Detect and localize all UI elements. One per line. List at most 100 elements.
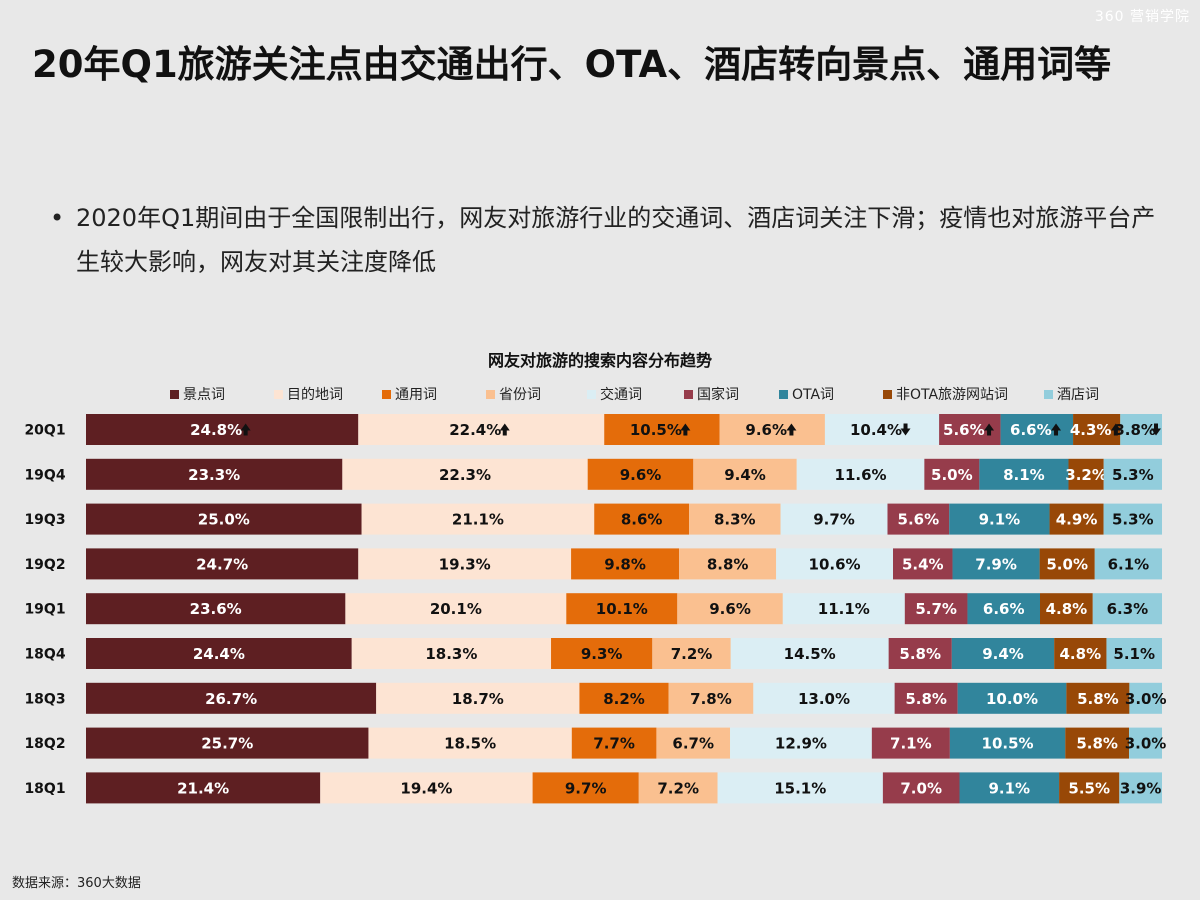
bar-segment (1039, 548, 1095, 580)
legend-item: 景点词 (170, 384, 225, 404)
bar-segment (1068, 458, 1104, 490)
legend-item: 国家词 (684, 384, 739, 404)
data-label: 11.1% (818, 600, 870, 618)
data-label: 3.0% (1125, 690, 1167, 708)
data-label: 5.8% (899, 645, 941, 663)
legend-label: 非OTA旅游网站词 (896, 387, 1009, 403)
data-label: 7.8% (690, 690, 732, 708)
data-label: 4.3% (1070, 421, 1112, 439)
data-label: 18.3% (425, 645, 477, 663)
legend-swatch (684, 389, 693, 399)
bar-segment (957, 682, 1067, 714)
bar-segment (1040, 593, 1093, 625)
bar-segment (1129, 682, 1162, 714)
data-label: 21.1% (452, 511, 504, 529)
data-label: 10.1% (596, 600, 648, 618)
bar-segment (1049, 503, 1104, 535)
data-label: 9.8% (604, 555, 646, 573)
trend-up-icon (240, 423, 251, 436)
bar-segment (959, 772, 1060, 804)
trend-up-icon (680, 423, 691, 436)
bar-segment (86, 772, 321, 804)
data-label: 8.6% (621, 511, 663, 529)
bar-segment (1119, 772, 1162, 804)
data-label: 6.1% (1108, 555, 1150, 573)
category-label: 18Q4 (24, 647, 65, 663)
bar-segment (571, 727, 657, 759)
data-label: 8.3% (714, 511, 756, 529)
trend-up-icon (1051, 423, 1062, 436)
data-source: 数据来源：360大数据 (12, 876, 141, 891)
data-label: 9.4% (982, 645, 1024, 663)
legend-item: 目的地词 (274, 384, 343, 404)
data-label: 5.6% (898, 511, 940, 529)
bar-segment (871, 727, 950, 759)
bar-segment (358, 548, 572, 580)
data-label: 7.9% (975, 555, 1017, 573)
data-label: 8.8% (707, 555, 749, 573)
bar-segment (904, 593, 968, 625)
bar-segment (571, 548, 680, 580)
data-label: 9.6% (745, 421, 787, 439)
bar-segment (86, 593, 346, 625)
legend-swatch (883, 389, 892, 399)
data-label: 3.0% (1125, 735, 1167, 753)
data-label: 19.4% (400, 779, 452, 797)
data-label: 13.0% (798, 690, 850, 708)
bar-segment (587, 458, 694, 490)
category-label: 19Q4 (24, 467, 65, 483)
data-label: 20.1% (430, 600, 482, 618)
bar-segment (887, 503, 950, 535)
data-label: 6.6% (1010, 421, 1052, 439)
category-label: 19Q1 (24, 602, 65, 618)
data-label: 8.1% (1003, 466, 1045, 484)
category-label: 18Q1 (24, 781, 65, 797)
data-label: 10.6% (809, 555, 861, 573)
data-label: 11.6% (835, 466, 887, 484)
bar-segment (796, 458, 925, 490)
data-label: 24.7% (196, 555, 248, 573)
bar-segment (579, 682, 669, 714)
bar-segment (689, 503, 781, 535)
bullet-dot: • (50, 204, 65, 232)
bar-segment (86, 503, 362, 535)
bar-segment (532, 772, 639, 804)
data-label: 23.3% (188, 466, 240, 484)
bar-segment (1103, 458, 1162, 490)
data-label: 3.9% (1120, 779, 1162, 797)
data-label: 9.4% (724, 466, 766, 484)
data-label: 5.8% (1077, 690, 1119, 708)
data-label: 5.6% (943, 421, 985, 439)
data-label: 5.0% (1046, 555, 1088, 573)
bar-segment (780, 503, 888, 535)
data-label: 4.8% (1046, 600, 1088, 618)
data-label: 5.1% (1113, 645, 1155, 663)
legend-label: 酒店词 (1057, 387, 1099, 403)
bullet-point: • 2020年Q1期间由于全国限制出行，网友对旅游行业的交通词、酒店词关注下滑；… (50, 196, 1160, 284)
data-label: 10.5% (630, 421, 682, 439)
data-label: 12.9% (775, 735, 827, 753)
bar-segment (604, 414, 720, 445)
bar-segment (1000, 414, 1074, 445)
data-label: 8.2% (603, 690, 645, 708)
data-label: 9.6% (709, 600, 751, 618)
legend-swatch (779, 389, 788, 399)
data-label: 7.0% (900, 779, 942, 797)
bar-segment (1092, 593, 1162, 625)
bar-segment (358, 414, 605, 445)
data-label: 9.7% (565, 779, 607, 797)
legend-item: 省份词 (486, 384, 541, 404)
bar-segment (368, 727, 572, 759)
data-label: 4.9% (1056, 511, 1098, 529)
data-label: 9.6% (620, 466, 662, 484)
bar-segment (952, 548, 1040, 580)
bar-segment (361, 503, 595, 535)
bar-segment (342, 458, 588, 490)
legend-swatch (274, 389, 283, 399)
bar-segment (882, 772, 960, 804)
data-label: 22.4% (449, 421, 501, 439)
bar-segment (782, 593, 905, 625)
bar-segment (949, 727, 1066, 759)
data-label: 6.3% (1107, 600, 1149, 618)
